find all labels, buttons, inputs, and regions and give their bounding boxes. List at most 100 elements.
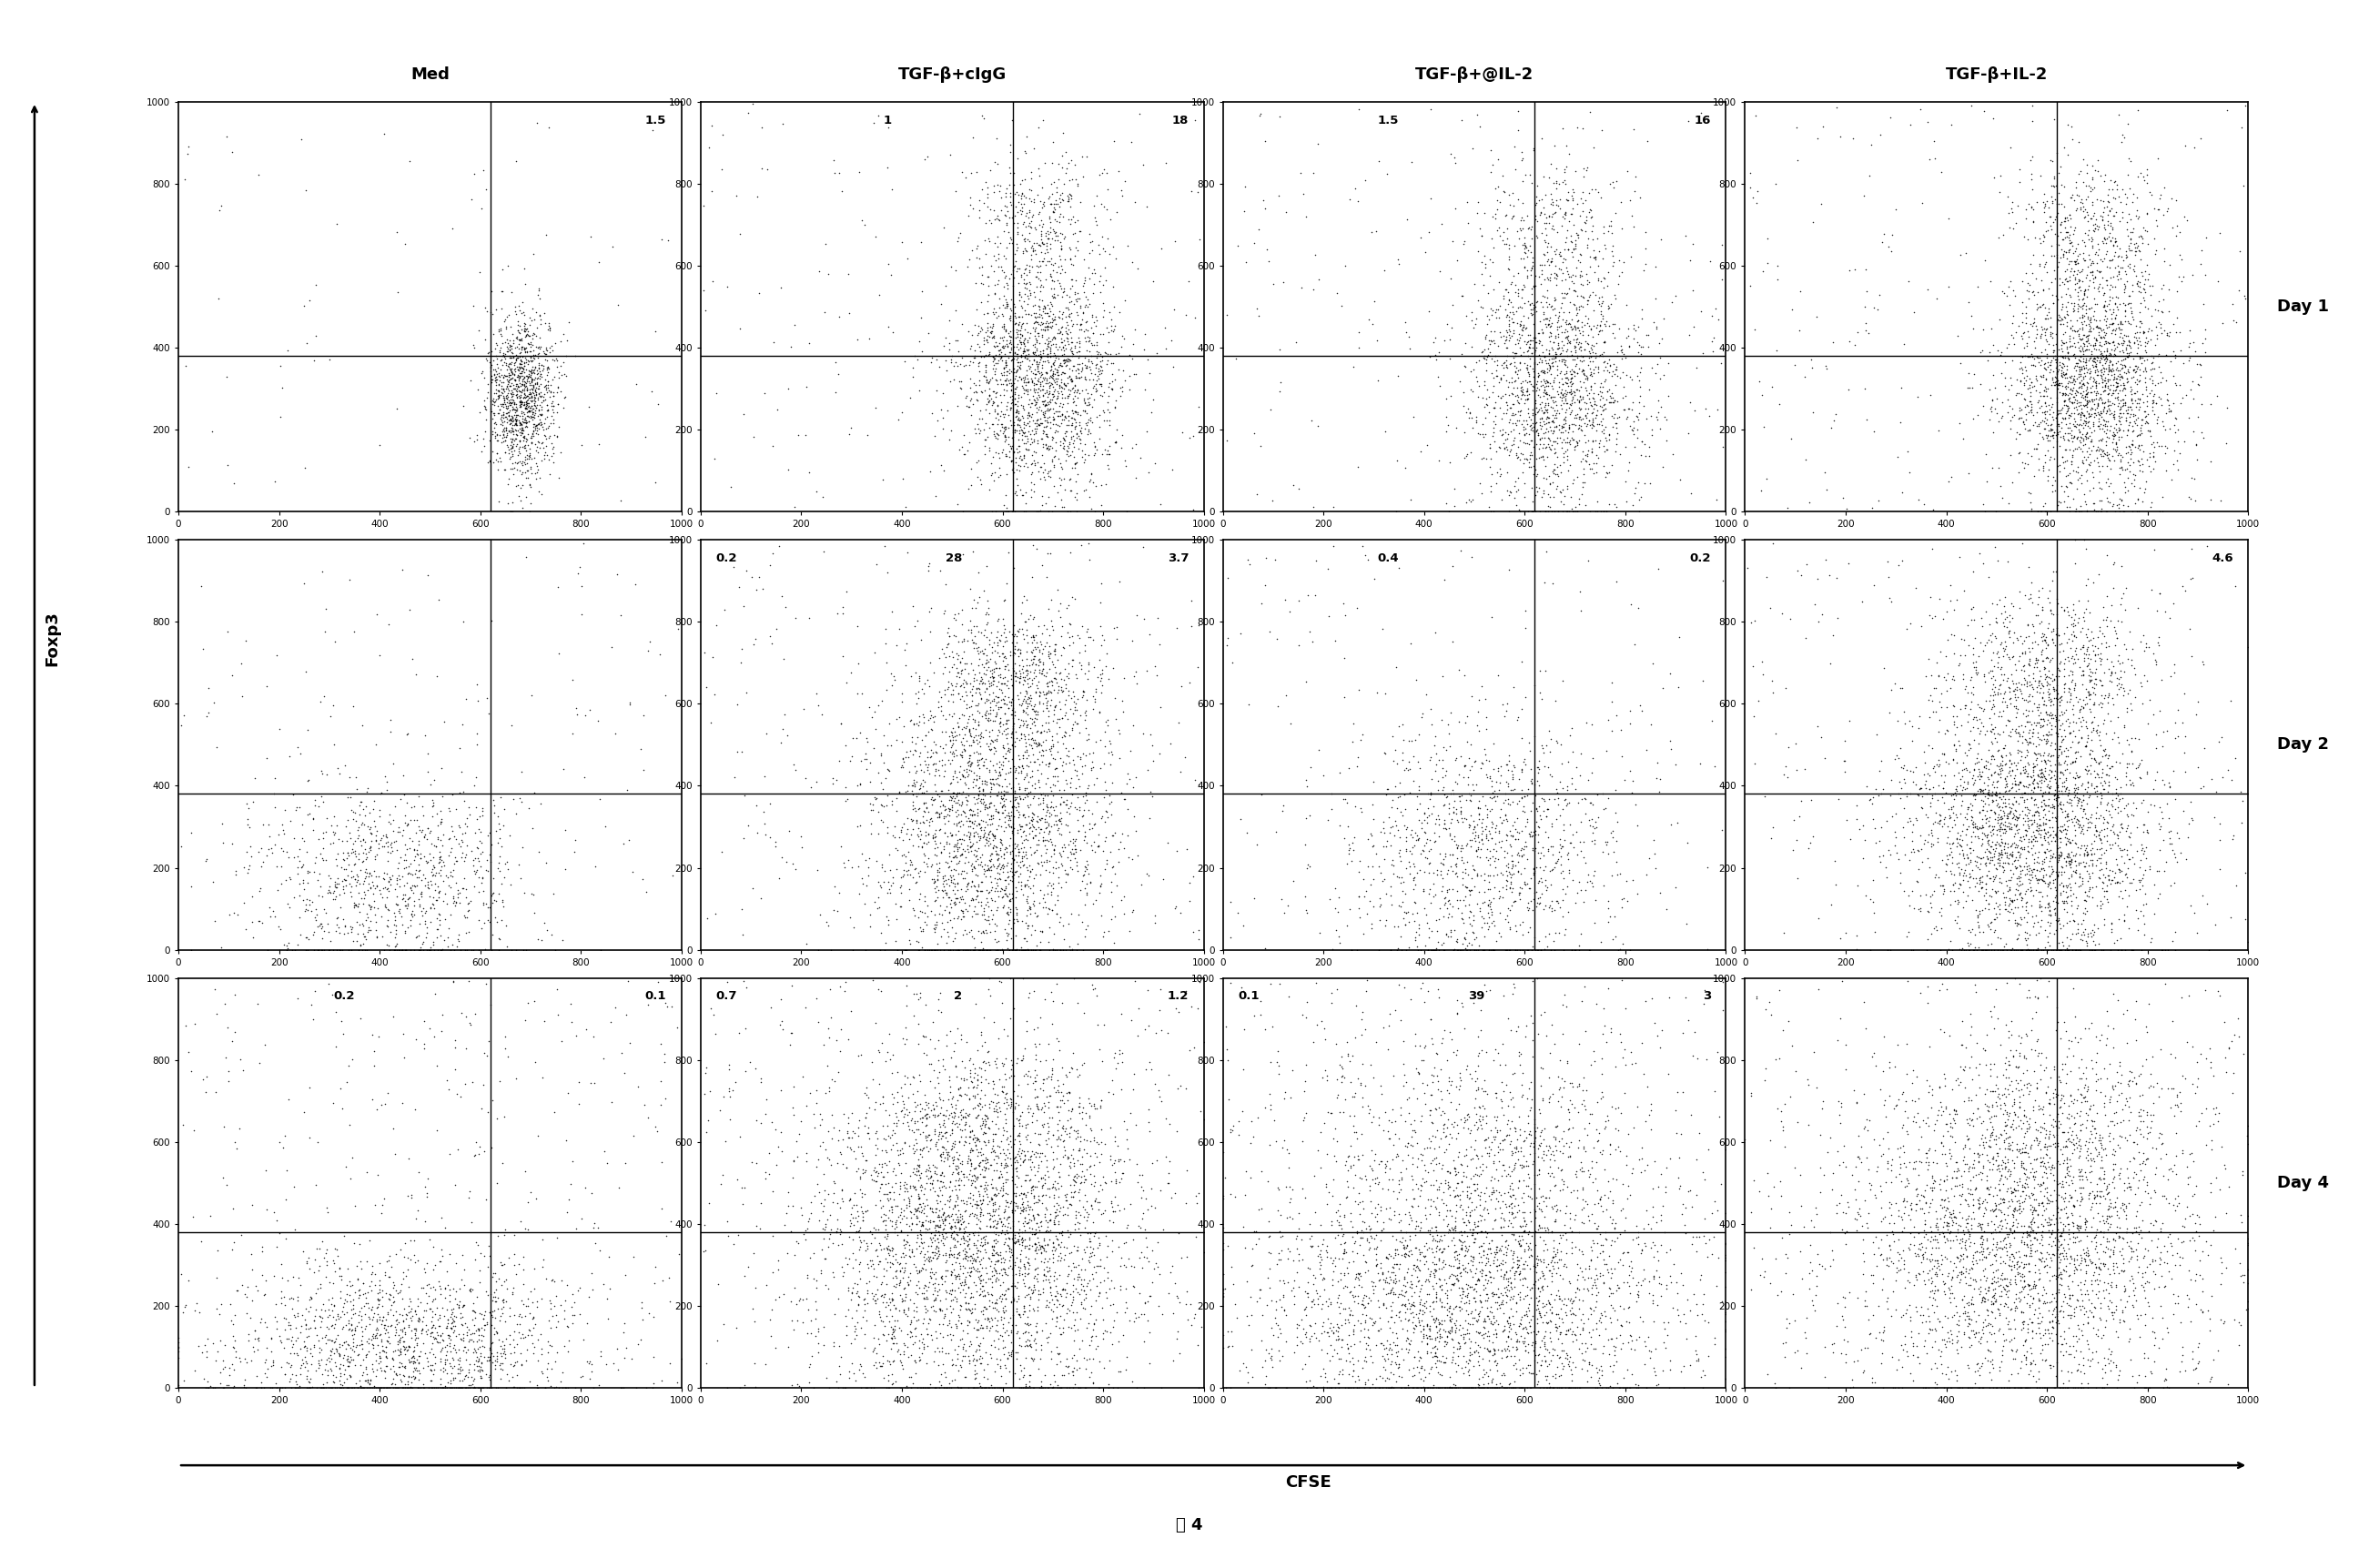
Point (959, 448, 997, 474)
Point (1006, 419, 1044, 444)
Point (1387, 320, 1425, 345)
Point (2003, 1140, 2041, 1165)
Point (485, 386, 523, 411)
Point (994, 372, 1032, 397)
Point (1059, 488, 1097, 513)
Point (431, 872, 469, 897)
Point (1520, 384, 1558, 409)
Point (1004, 340, 1042, 365)
Point (1675, 1019, 1713, 1044)
Point (987, 1152, 1025, 1178)
Point (1377, 1269, 1416, 1294)
Point (1009, 252, 1047, 278)
Point (526, 373, 564, 398)
Point (1075, 321, 1113, 347)
Point (856, 717, 895, 742)
Point (1463, 1264, 1501, 1289)
Point (1896, 1104, 1934, 1129)
Point (1851, 1157, 1889, 1182)
Point (2086, 328, 2124, 353)
Point (1461, 1372, 1499, 1397)
Point (511, 881, 550, 906)
Point (616, 571, 654, 596)
Point (197, 1000, 236, 1025)
Point (971, 776, 1009, 801)
Point (1080, 241, 1118, 267)
Point (997, 1231, 1035, 1256)
Point (2051, 386, 2089, 411)
Point (2086, 215, 2124, 240)
Point (1951, 848, 1989, 873)
Point (1991, 798, 2029, 823)
Point (1394, 405, 1432, 430)
Point (2065, 281, 2103, 306)
Point (868, 1292, 906, 1317)
Point (2055, 859, 2094, 884)
Point (514, 375, 552, 400)
Point (378, 1281, 416, 1306)
Point (1270, 1156, 1308, 1181)
Point (426, 1358, 464, 1383)
Point (1787, 1305, 1825, 1330)
Point (1508, 782, 1546, 808)
Point (364, 924, 402, 949)
Point (457, 671, 495, 696)
Point (1052, 251, 1090, 276)
Point (1040, 808, 1078, 833)
Point (940, 706, 978, 731)
Point (2008, 773, 2046, 798)
Point (961, 1209, 999, 1234)
Point (1944, 1174, 1982, 1200)
Point (473, 370, 511, 395)
Point (340, 913, 378, 938)
Point (288, 768, 326, 793)
Point (1389, 1308, 1427, 1333)
Point (1025, 1250, 1063, 1275)
Point (1261, 1287, 1299, 1312)
Point (509, 384, 547, 409)
Point (975, 459, 1013, 485)
Point (421, 1237, 459, 1262)
Point (1437, 1350, 1475, 1375)
Point (1501, 207, 1539, 232)
Point (1304, 1374, 1342, 1399)
Point (2044, 444, 2082, 469)
Point (2096, 321, 2134, 347)
Point (1118, 818, 1156, 844)
Point (326, 847, 364, 872)
Point (2041, 817, 2079, 842)
Point (476, 392, 514, 417)
Point (1946, 938, 1984, 963)
Point (293, 1375, 331, 1400)
Point (450, 919, 488, 944)
Point (2158, 447, 2196, 472)
Point (412, 840, 450, 866)
Point (954, 1162, 992, 1187)
Point (2027, 394, 2065, 419)
Point (2177, 1262, 2215, 1287)
Point (1044, 1115, 1082, 1140)
Point (2027, 1281, 2065, 1306)
Point (1052, 1316, 1090, 1341)
Point (1920, 1074, 1958, 1099)
Point (507, 938, 545, 963)
Point (2072, 437, 2110, 463)
Point (531, 1289, 569, 1314)
Point (300, 793, 338, 818)
Point (1856, 1127, 1894, 1152)
Point (1209, 626, 1247, 651)
Point (2074, 387, 2113, 412)
Point (559, 560, 597, 585)
Point (1042, 1375, 1080, 1400)
Point (1558, 1159, 1596, 1184)
Point (442, 1375, 481, 1400)
Point (247, 938, 285, 963)
Point (2041, 379, 2079, 405)
Point (1577, 1149, 1615, 1174)
Point (352, 1262, 390, 1287)
Point (1437, 151, 1475, 176)
Point (1565, 1093, 1603, 1118)
Point (1520, 411, 1558, 436)
Point (806, 1273, 845, 1298)
Point (216, 862, 255, 887)
